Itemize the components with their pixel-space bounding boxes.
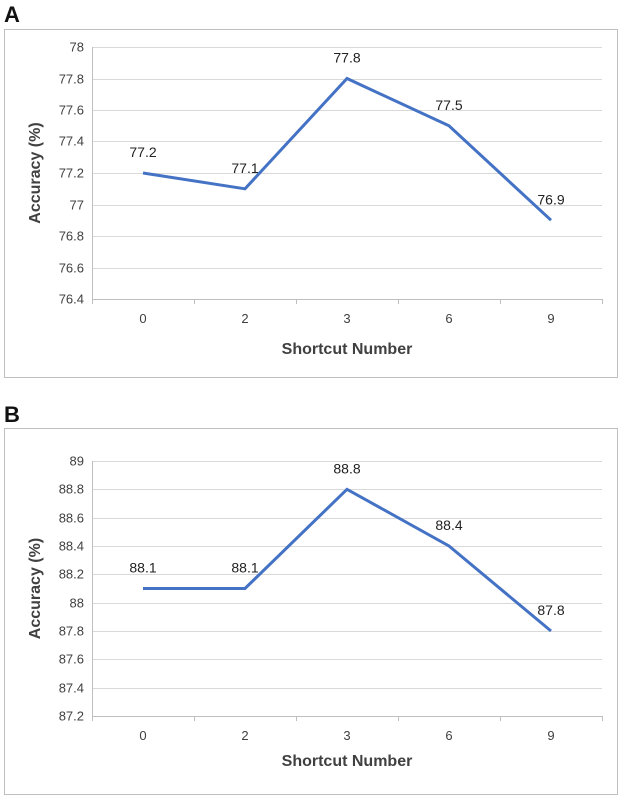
y-tick-label-a: 76.8 [59, 229, 84, 244]
data-label-b: 88.1 [231, 560, 258, 576]
chart-frame-a [4, 29, 618, 378]
data-label-b: 88.4 [435, 517, 462, 533]
x-tick-label-b: 6 [445, 728, 452, 743]
data-label-a: 77.2 [129, 144, 156, 160]
x-tick-label-a: 3 [343, 311, 350, 326]
panel-label-a: A [4, 2, 20, 27]
y-tick-label-a: 76.4 [59, 292, 84, 307]
x-tick-label-b: 3 [343, 728, 350, 743]
data-label-a: 77.1 [231, 160, 258, 176]
x-tick-label-a: 9 [547, 311, 554, 326]
y-tick-label-b: 87.4 [59, 681, 84, 696]
y-tick-label-a: 77.4 [59, 134, 84, 149]
x-tick-label-b: 0 [139, 728, 146, 743]
series-line-a [142, 76, 553, 222]
chart-b: 87.2 87.4 87.6 87.8 88 88.2 88.4 88.6 88.8 89 0 2 3 6… [4, 428, 618, 795]
data-label-b: 88.8 [333, 460, 360, 476]
data-label-b: 88.1 [129, 560, 156, 576]
y-tick-label-b: 89 [70, 454, 84, 469]
y-tick-label-b: 88 [70, 596, 84, 611]
y-tick-label-a: 77.6 [59, 103, 84, 118]
data-label-a: 77.5 [435, 97, 462, 113]
y-tick-label-b: 87.6 [59, 652, 84, 667]
y-tick-label-b: 87.8 [59, 624, 84, 639]
y-tick-label-a: 76.6 [59, 261, 84, 276]
data-label-b: 87.8 [537, 602, 564, 618]
x-axis-title-b: Shortcut Number [282, 753, 413, 770]
y-tick-label-a: 78 [70, 40, 84, 55]
x-tick-label-b: 2 [241, 728, 248, 743]
x-tick-label-b: 9 [547, 728, 554, 743]
y-tick-label-b: 88.2 [59, 567, 84, 582]
y-tick-label-b: 88.8 [59, 482, 84, 497]
y-axis-title-b: Accuracy (%) [27, 538, 44, 639]
x-axis-title-a: Shortcut Number [282, 341, 413, 358]
y-axis-title-a: Accuracy (%) [27, 122, 44, 223]
series-line-b [143, 487, 552, 633]
y-tick-label-a: 77.2 [59, 166, 84, 181]
y-tick-label-a: 77.8 [59, 72, 84, 87]
y-tick-label-b: 87.2 [59, 709, 84, 724]
x-tick-label-a: 2 [241, 311, 248, 326]
y-tick-label-a: 77 [70, 198, 84, 213]
chart-a: 76.4 76.6 76.8 77 77.2 77.4 77.6 77.8 78 0 2 3 6 9 Sho… [4, 29, 618, 378]
data-label-a: 76.9 [537, 191, 564, 207]
x-tick-label-a: 6 [445, 311, 452, 326]
panel-label-b: B [4, 402, 20, 427]
y-tick-label-b: 88.6 [59, 511, 84, 526]
data-label-a: 77.8 [333, 50, 360, 66]
x-tick-label-a: 0 [139, 311, 146, 326]
y-tick-label-b: 88.4 [59, 539, 84, 554]
